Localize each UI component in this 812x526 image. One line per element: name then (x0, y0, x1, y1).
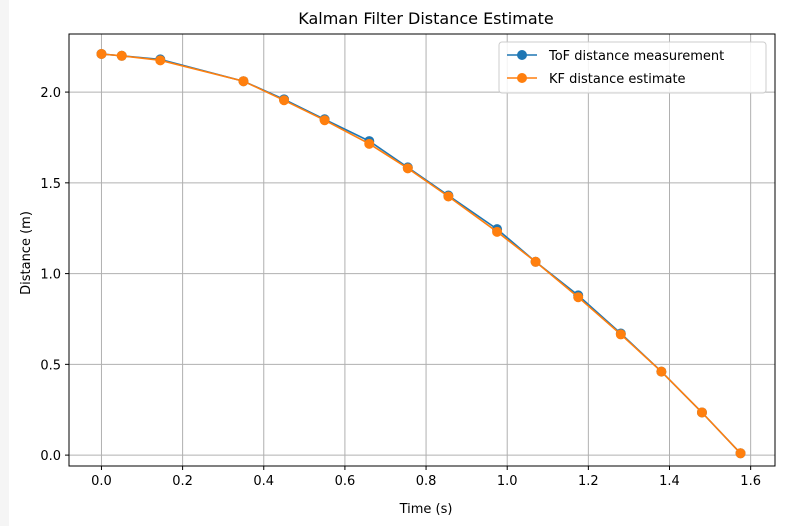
x-tick-label: 0.0 (91, 474, 112, 489)
series-1-point (319, 115, 330, 126)
series-1-point (96, 48, 107, 59)
x-tick-label: 0.6 (335, 474, 356, 489)
y-tick-label: 0.0 (40, 449, 61, 464)
chart-title: Kalman Filter Distance Estimate (298, 9, 554, 28)
series-1-point (696, 407, 707, 418)
series-1-point (530, 256, 541, 267)
series-1-point (116, 50, 127, 61)
legend-box (498, 41, 767, 94)
series-1-point (364, 138, 375, 149)
series-1-point (492, 226, 503, 237)
y-axis-ticks: 0.0 0.5 1.0 1.5 2.0 (40, 86, 69, 464)
y-axis-label: Distance (m) (19, 211, 34, 295)
x-axis-ticks: 0.0 0.2 0.4 0.6 0.8 1.0 1.2 1.4 1.6 (91, 466, 761, 489)
legend-label-kf: KF distance estimate (549, 72, 686, 87)
y-tick-label: 1.5 (40, 177, 61, 192)
series-1-point (573, 292, 584, 303)
y-tick-label: 1.0 (40, 268, 61, 283)
x-tick-label: 1.2 (578, 474, 599, 489)
series-line-1 (101, 53, 742, 454)
x-tick-label: 0.4 (253, 474, 274, 489)
x-tick-label: 0.8 (416, 474, 437, 489)
plot-frame (68, 33, 776, 467)
series-1-point (615, 329, 626, 340)
x-tick-label: 1.6 (740, 474, 761, 489)
page-left-margin (0, 0, 9, 526)
series-1-point (735, 448, 746, 459)
y-tick-label: 2.0 (40, 86, 61, 101)
legend-marker-tof (517, 50, 527, 60)
x-axis-label: Time (s) (399, 502, 453, 517)
series-1-point (155, 55, 166, 66)
series-1-point (656, 366, 667, 377)
series-line-0 (101, 53, 742, 454)
x-tick-label: 1.0 (497, 474, 518, 489)
y-tick-label: 0.5 (40, 358, 61, 373)
x-tick-label: 1.4 (659, 474, 680, 489)
grid-lines (69, 34, 775, 466)
series-1-point (238, 76, 249, 87)
series-1-point (279, 95, 290, 106)
legend-label-tof: ToF distance measurement (548, 49, 724, 64)
x-tick-label: 0.2 (172, 474, 193, 489)
legend: ToF distance measurement KF distance est… (498, 41, 767, 94)
legend-marker-kf (517, 73, 527, 83)
series-1-point (443, 191, 454, 202)
series-1-point (402, 163, 413, 174)
series-layer (96, 48, 746, 459)
